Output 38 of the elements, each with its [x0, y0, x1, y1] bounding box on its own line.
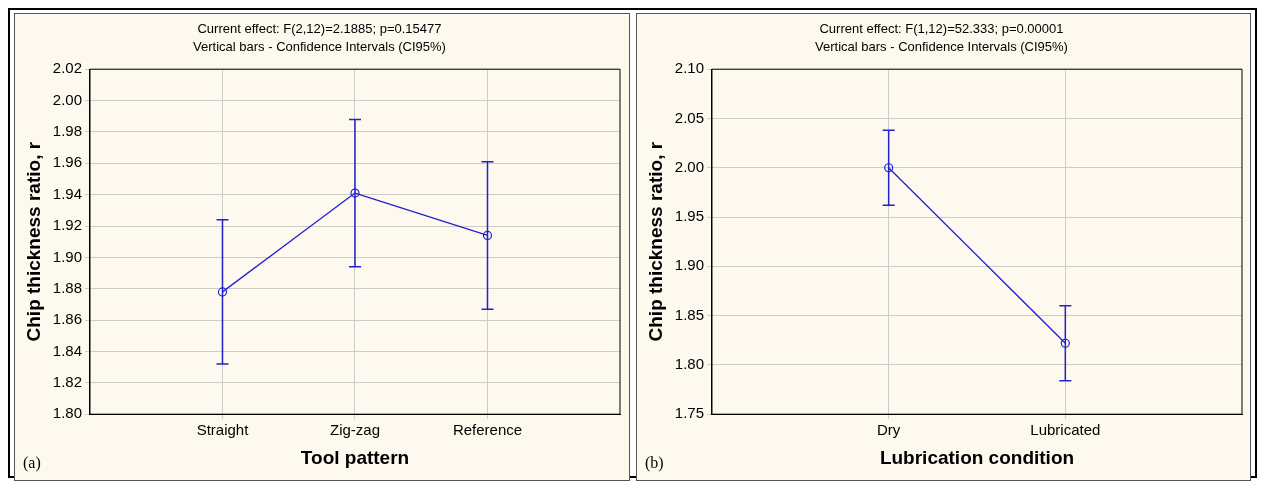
y-tick-label: 1.82	[52, 372, 82, 390]
y-axis-title: Chip thickness ratio, r	[644, 141, 666, 342]
x-tick-label: Zig-zag	[329, 421, 381, 439]
x-tick-label: Lubricated	[1029, 421, 1100, 439]
y-tick-label: 1.80	[674, 355, 704, 373]
y-tick-label: 1.86	[52, 310, 82, 328]
y-tick-label: 2.02	[52, 59, 82, 77]
y-tick-label: 1.95	[674, 207, 704, 225]
y-tick-label: 1.92	[52, 216, 82, 234]
x-tick-label: Dry	[876, 421, 901, 439]
y-tick-label: 2.00	[674, 157, 704, 175]
y-axis-title: Chip thickness ratio, r	[22, 141, 44, 342]
chart-title: Current effect: F(2,12)=2.1885; p=0.15477	[197, 21, 442, 37]
y-tick-label: 2.00	[52, 90, 82, 108]
y-tick-label: 1.80	[52, 404, 82, 422]
text: (b)	[644, 454, 664, 473]
y-tick-label: 1.84	[52, 341, 82, 359]
y-tick-label: 1.88	[52, 278, 82, 296]
y-tick-label: 1.90	[674, 256, 704, 274]
y-tick-label: 1.96	[52, 153, 82, 171]
y-tick-label: 1.85	[674, 305, 704, 323]
x-tick-label: Straight	[196, 421, 250, 439]
point	[217, 287, 228, 297]
point	[350, 188, 360, 198]
y-tick-label: 2.05	[674, 108, 704, 126]
point	[482, 230, 493, 241]
y-tick-label: 2.10	[674, 59, 704, 77]
y-tick-label: 1.75	[674, 404, 704, 422]
text: (a)	[23, 454, 41, 473]
chart-subtitle: Vertical bars - Confidence Intervals (CI95%)	[814, 38, 1068, 54]
y-tick-label: 1.90	[52, 247, 82, 265]
chart-subtitle: Vertical bars - Confidence Intervals (CI95%)	[193, 38, 446, 54]
chart-title: Current effect: F(1,12)=52.333; p=0.00001	[818, 21, 1064, 37]
x-axis-title: Tool pattern	[300, 446, 410, 468]
x-tick-label: Reference	[452, 421, 523, 439]
x-axis-title: Lubrication condition	[879, 446, 1074, 468]
y-tick-label: 1.94	[52, 184, 82, 202]
y-tick-label: 1.98	[52, 122, 82, 140]
